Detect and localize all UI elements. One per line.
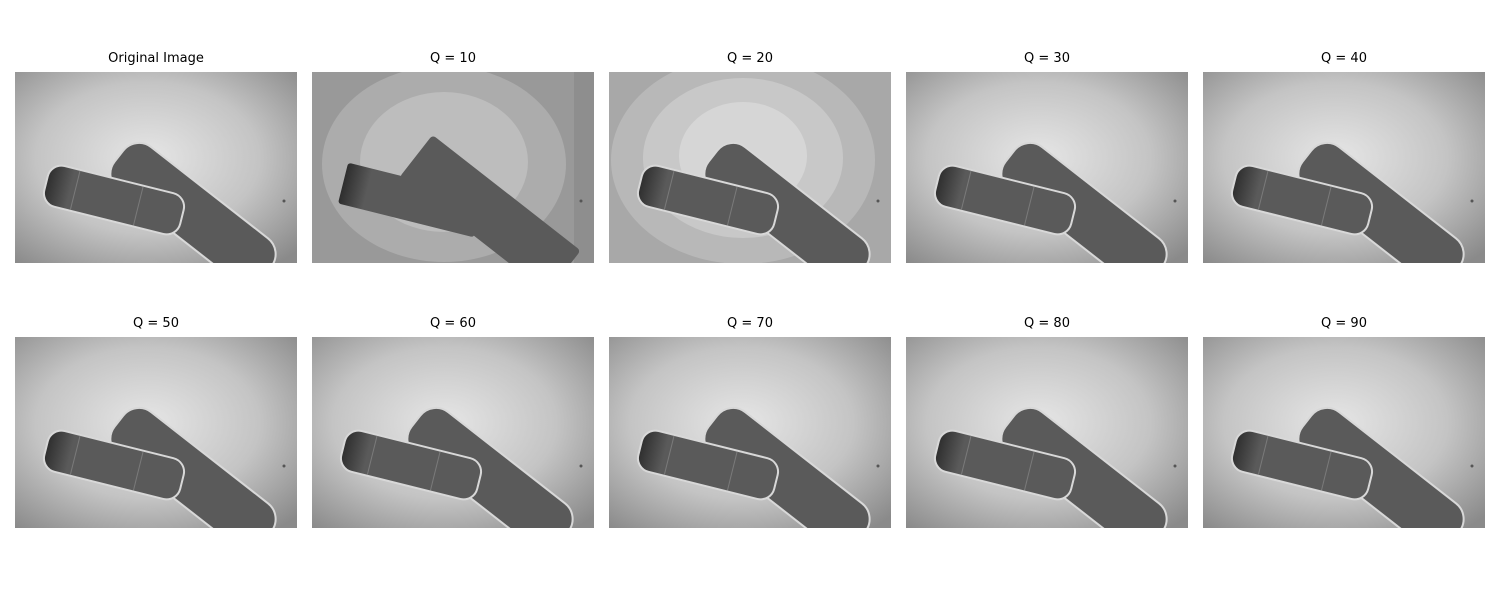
panel-photo <box>609 72 891 263</box>
panel-title: Q = 50 <box>133 316 179 331</box>
bandage-strips-icon <box>906 72 1188 263</box>
bandage-strips-icon <box>15 337 297 528</box>
panel-photo <box>15 72 297 263</box>
panel-title: Q = 80 <box>1024 316 1070 331</box>
bandage-strips-icon <box>312 72 594 263</box>
bandage-strips-icon <box>1203 72 1485 263</box>
panel-title: Q = 60 <box>430 316 476 331</box>
panel-photo <box>1203 337 1485 528</box>
bandage-strips-icon <box>906 337 1188 528</box>
bandage-strips-icon <box>609 72 891 263</box>
panel-title: Q = 10 <box>430 51 476 66</box>
panel-title: Q = 70 <box>727 316 773 331</box>
panel-photo <box>1203 72 1485 263</box>
panel-title: Q = 40 <box>1321 51 1367 66</box>
bandage-strips-icon <box>609 337 891 528</box>
bandage-strips-icon <box>1203 337 1485 528</box>
panel-title: Q = 30 <box>1024 51 1070 66</box>
panel-photo <box>906 337 1188 528</box>
panel-photo <box>312 337 594 528</box>
panel-photo <box>312 72 594 263</box>
bandage-strips-icon <box>15 72 297 263</box>
panel-photo <box>15 337 297 528</box>
bandage-strips-icon <box>312 337 594 528</box>
panel-title: Q = 90 <box>1321 316 1367 331</box>
panel-title: Original Image <box>108 51 204 66</box>
panel-photo <box>906 72 1188 263</box>
panel-photo <box>609 337 891 528</box>
panel-title: Q = 20 <box>727 51 773 66</box>
